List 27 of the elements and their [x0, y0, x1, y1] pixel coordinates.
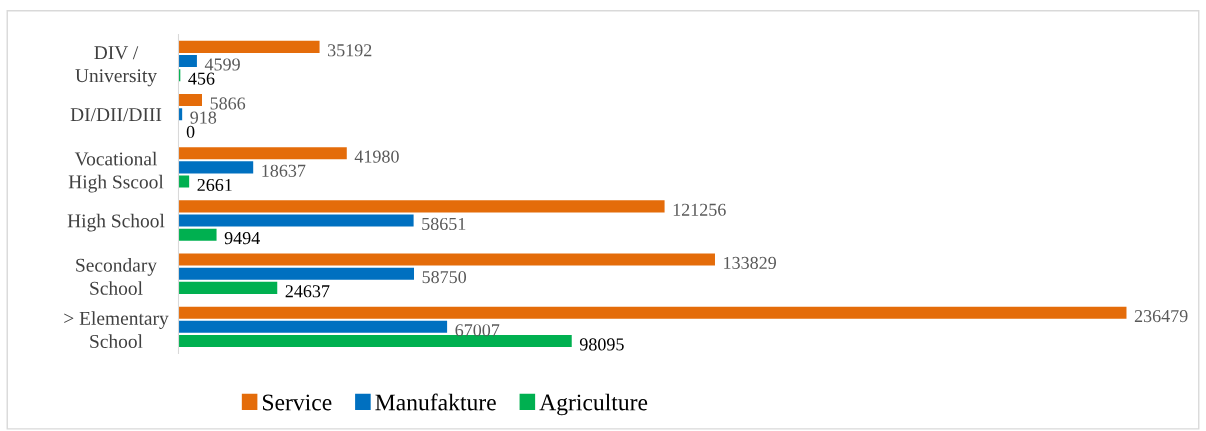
y-tick-label: Secondary School	[76, 258, 157, 295]
data-label: 2661	[197, 178, 232, 192]
data-label: 9494	[224, 232, 260, 245]
y-tick-label: High School	[67, 213, 165, 232]
y-tick-label: DIV / University	[75, 46, 157, 87]
y-tick-label: Vocational High Sscool	[68, 151, 164, 193]
data-label: 4599	[204, 58, 240, 71]
legend-label: Agriculture	[539, 393, 648, 416]
data-label: 24637	[285, 285, 330, 298]
y-tick-label: > Elementary School	[64, 311, 169, 349]
data-label: 41980	[354, 150, 399, 163]
data-label: 236479	[1134, 310, 1188, 323]
data-label: 58651	[422, 217, 466, 231]
data-label: 0	[186, 125, 195, 138]
data-label: 98095	[579, 338, 624, 351]
data-label: 67007	[455, 324, 500, 337]
data-label: 58750	[422, 270, 467, 284]
data-label: 918	[190, 111, 217, 124]
legend-label: Manufakture	[375, 393, 496, 411]
data-label: 456	[188, 72, 215, 85]
data-label: 121256	[673, 203, 726, 216]
data-label: 133829	[724, 256, 776, 269]
data-label: 5866	[210, 97, 246, 110]
data-label: 18637	[262, 164, 306, 177]
y-tick-label: DI/DII/DIII	[70, 108, 162, 122]
data-label: 35192	[328, 44, 372, 57]
legend-label: Service	[262, 394, 332, 411]
